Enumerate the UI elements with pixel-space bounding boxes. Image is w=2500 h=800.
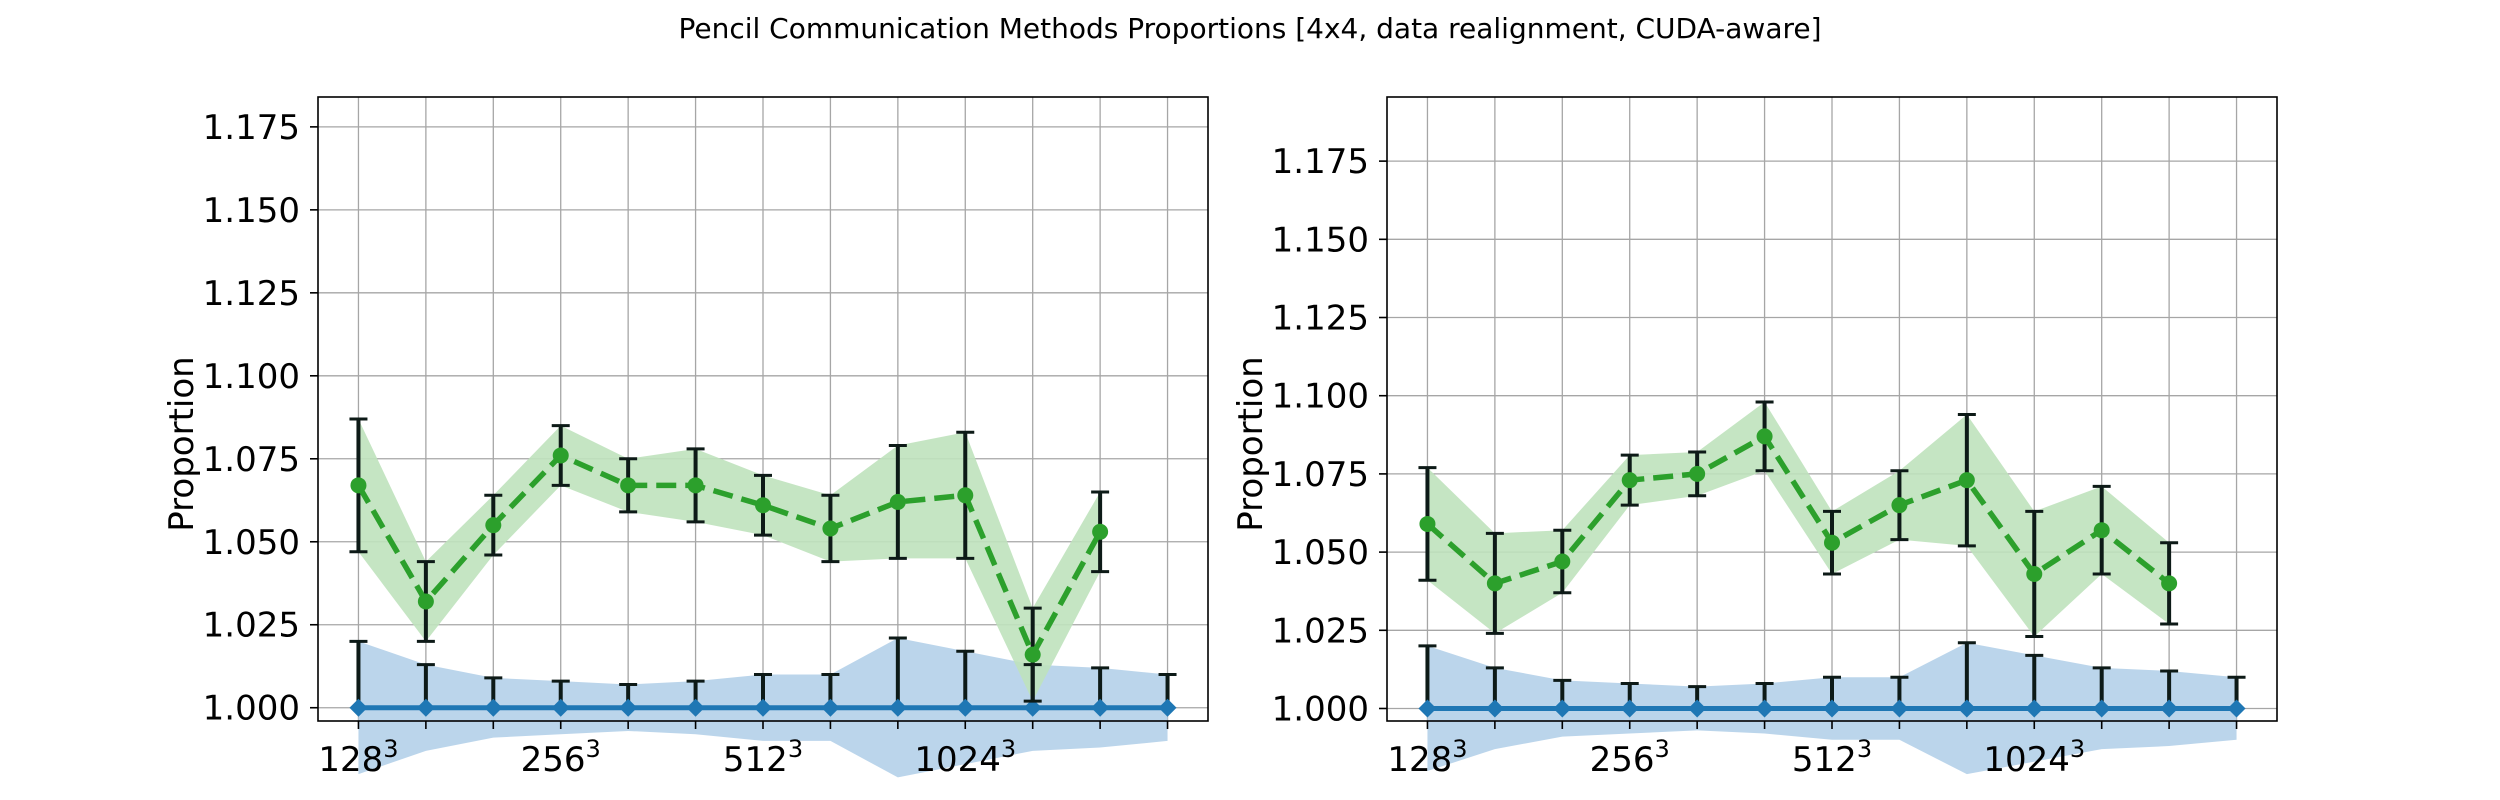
marker-diamond (416, 698, 435, 717)
x-tick-label: 1283 (1387, 735, 1467, 780)
y-tick-label: 1.000 (203, 689, 300, 729)
marker-circle (1554, 553, 1571, 570)
x-tick-label: 5123 (723, 735, 803, 780)
x-tick-label: 2563 (1590, 735, 1670, 780)
marker-diamond (1485, 699, 1504, 718)
y-axis-label: Proportion (1231, 356, 1271, 531)
marker-diamond (2092, 699, 2111, 718)
marker-diamond (551, 698, 570, 717)
x-tick-label: 10243 (914, 735, 1016, 780)
figure-title: Pencil Communication Methods Proportions… (678, 12, 1822, 45)
marker-circle (1756, 428, 1773, 445)
y-tick-label: 1.100 (203, 357, 300, 397)
marker-circle (2161, 575, 2178, 592)
marker-circle (1824, 534, 1840, 551)
error-band-method (358, 418, 1101, 702)
y-axis-label: Proportion (162, 356, 202, 531)
y-tick-label: 1.150 (203, 191, 300, 231)
marker-diamond (1553, 699, 1572, 718)
marker-circle (552, 447, 569, 464)
marker-circle (1024, 646, 1041, 663)
marker-circle (1891, 497, 1908, 514)
marker-diamond (1957, 699, 1976, 718)
x-tick-label: 2563 (521, 735, 601, 780)
y-tick-label: 1.150 (1272, 220, 1369, 260)
marker-circle (1486, 575, 1503, 592)
marker-circle (350, 477, 367, 494)
y-tick-label: 1.000 (1272, 689, 1369, 729)
marker-diamond (888, 698, 907, 717)
marker-diamond (1823, 699, 1841, 718)
y-tick-label: 1.125 (203, 274, 300, 314)
marker-circle (687, 477, 704, 494)
y-tick-label: 1.050 (1272, 533, 1369, 573)
y-tick-label: 1.075 (1272, 455, 1369, 495)
y-tick-label: 1.050 (203, 523, 300, 563)
error-band-method (1427, 401, 2170, 637)
marker-diamond (2025, 699, 2044, 718)
marker-circle (1689, 465, 1706, 482)
x-tick-label: 5123 (1792, 735, 1872, 780)
marker-diamond (2160, 699, 2179, 718)
marker-diamond (686, 698, 705, 717)
marker-circle (485, 517, 502, 534)
y-tick-label: 1.025 (203, 606, 300, 646)
y-tick-label: 1.125 (1272, 299, 1369, 339)
x-tick-label: 1283 (318, 735, 398, 780)
marker-diamond (2227, 699, 2246, 718)
marker-circle (1092, 523, 1109, 540)
marker-diamond (821, 698, 840, 717)
marker-diamond (619, 698, 638, 717)
y-tick-label: 1.025 (1272, 611, 1369, 651)
marker-circle (889, 493, 906, 510)
marker-diamond (956, 698, 975, 717)
marker-diamond (1755, 699, 1774, 718)
chart-left: 1.000 1.025 1.050 1.075 1.100 1.125 1.150 1.175… (162, 96, 1209, 780)
marker-circle (1419, 515, 1436, 532)
marker-diamond (349, 698, 368, 717)
marker-diamond (1158, 698, 1177, 717)
marker-circle (755, 497, 771, 514)
marker-circle (822, 520, 839, 537)
marker-diamond (1418, 699, 1437, 718)
marker-circle (2026, 565, 2043, 582)
y-tick-label: 1.175 (203, 108, 300, 148)
y-tick-label: 1.175 (1272, 142, 1369, 182)
y-tick-label: 1.075 (203, 440, 300, 480)
marker-diamond (1091, 698, 1110, 717)
y-tick-label: 1.100 (1272, 377, 1369, 417)
marker-circle (1958, 472, 1975, 489)
marker-circle (2093, 522, 2110, 539)
marker-diamond (1890, 699, 1909, 718)
x-tick-label: 10243 (1983, 735, 2085, 780)
marker-diamond (1688, 699, 1707, 718)
marker-circle (620, 477, 637, 494)
marker-diamond (1023, 698, 1042, 717)
marker-circle (417, 593, 434, 610)
marker-diamond (484, 698, 503, 717)
marker-diamond (1620, 699, 1639, 718)
series-line-method (1425, 432, 2171, 587)
marker-circle (957, 487, 974, 504)
series-line-method (356, 452, 1103, 661)
marker-circle (1621, 472, 1638, 489)
marker-diamond (754, 698, 772, 717)
